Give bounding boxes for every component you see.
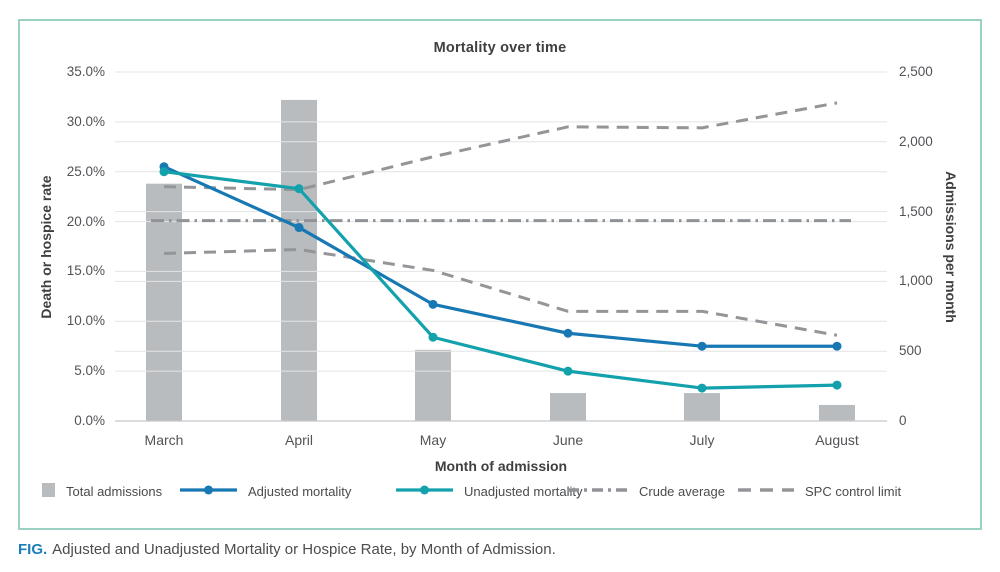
- legend-label: Total admissions: [66, 483, 163, 499]
- data-point-unadjusted-mortality-may: [428, 332, 438, 342]
- x-tick-label-june: June: [552, 432, 584, 448]
- bar-august: [819, 404, 855, 421]
- data-point-unadjusted-mortality-august: [832, 380, 842, 390]
- series-line-adjusted-mortality: [162, 165, 839, 348]
- y-left-tick-label: 35.0%: [66, 64, 105, 79]
- data-point-adjusted-mortality-july: [697, 341, 707, 351]
- legend-swatch-dash: [738, 488, 794, 492]
- bar-june: [550, 393, 586, 421]
- caption-text: Adjusted and Unadjusted Mortality or Hos…: [52, 541, 556, 558]
- legend-item-total-admissions: Total admissions: [42, 481, 162, 499]
- legend-item-unadjusted-mortality: Unadjusted mortality: [396, 481, 583, 499]
- y-axis-right-title: Admissions per month: [943, 171, 959, 323]
- y-right-tick-label: 500: [899, 343, 922, 359]
- x-tick-label-may: May: [419, 432, 447, 448]
- bar-may: [415, 349, 451, 421]
- x-tick-label-april: April: [284, 432, 313, 448]
- y-right-tick-label: 1,500: [899, 203, 933, 219]
- y-left-tick-label: 15.0%: [66, 263, 105, 279]
- legend-label: Unadjusted mortality: [464, 483, 583, 499]
- data-point-unadjusted-mortality-march: [159, 167, 169, 177]
- data-point-adjusted-mortality-june: [563, 328, 573, 338]
- x-tick-label-march: March: [144, 432, 184, 448]
- y-left-tick-label: 30.0%: [66, 113, 105, 129]
- chart-title: Mortality over time: [433, 40, 567, 56]
- y-right-tick-label: 2,000: [899, 133, 933, 149]
- legend-label: Adjusted mortality: [248, 483, 352, 499]
- y-left-tick-label: 0.0%: [74, 413, 105, 428]
- legend-item-spc-control-limit: SPC control limit: [738, 481, 901, 499]
- bar-april: [281, 99, 317, 422]
- data-point-unadjusted-mortality-july: [697, 383, 707, 393]
- x-tick-label-august: August: [815, 432, 859, 448]
- x-tick-label-july: July: [689, 432, 715, 448]
- data-point-adjusted-mortality-may: [428, 299, 438, 309]
- legend-swatch-line-dot: [396, 485, 453, 495]
- y-right-tick-label: 0: [899, 413, 907, 428]
- caption-fig-label: FIG.: [18, 541, 48, 558]
- data-point-unadjusted-mortality-april: [294, 184, 304, 194]
- data-point-adjusted-mortality-april: [294, 223, 304, 233]
- legend-item-crude-average: Crude average: [568, 481, 725, 499]
- bar-march: [146, 183, 182, 421]
- series-line-spc-control-limit-lower: [163, 247, 838, 337]
- legend-item-adjusted-mortality: Adjusted mortality: [180, 481, 351, 499]
- y-left-tick-label: 20.0%: [66, 213, 105, 229]
- legend-label: SPC control limit: [805, 483, 902, 499]
- legend-swatch-dot: [420, 485, 429, 495]
- legend-swatch-dashdot: [568, 488, 628, 492]
- data-point-adjusted-mortality-august: [832, 341, 842, 351]
- y-axis-left-title: Death or hospice rate: [38, 175, 54, 319]
- figure-caption: FIG. Adjusted and Unadjusted Mortality or…: [18, 541, 978, 558]
- data-point-unadjusted-mortality-june: [563, 366, 573, 376]
- y-right-tick-label: 2,500: [899, 64, 933, 79]
- legend-label: Crude average: [639, 483, 725, 499]
- y-left-tick-label: 5.0%: [74, 363, 105, 379]
- y-left-tick-label: 10.0%: [66, 313, 105, 329]
- legend-swatch-bar: [42, 483, 55, 497]
- series-line-spc-control-limit-upper: [163, 101, 838, 192]
- y-right-tick-label: 1,000: [899, 273, 933, 289]
- legend-swatch-line-dot: [180, 485, 237, 495]
- legend-swatch-dot: [204, 485, 213, 495]
- bar-july: [684, 393, 720, 421]
- y-left-tick-label: 25.0%: [66, 163, 105, 179]
- series-line-unadjusted-mortality: [162, 170, 839, 390]
- x-axis-title: Month of admission: [434, 458, 568, 474]
